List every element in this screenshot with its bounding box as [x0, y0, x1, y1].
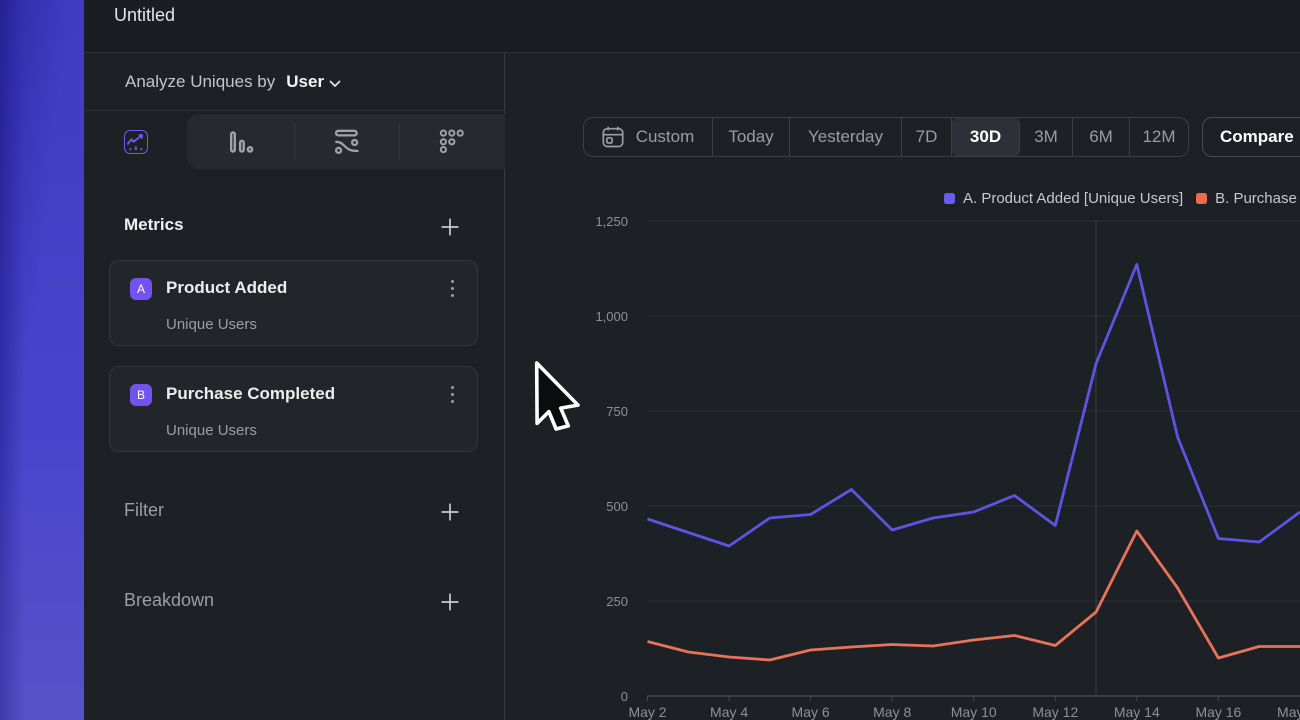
svg-text:May 6: May 6 [792, 704, 830, 720]
svg-text:May 12: May 12 [1032, 704, 1078, 720]
svg-text:May 2: May 2 [628, 704, 666, 720]
svg-text:0: 0 [621, 689, 628, 704]
svg-text:May 14: May 14 [1114, 704, 1160, 720]
svg-text:750: 750 [606, 404, 628, 419]
svg-text:250: 250 [606, 594, 628, 609]
svg-text:1,250: 1,250 [595, 214, 628, 229]
svg-text:May 16: May 16 [1195, 704, 1241, 720]
svg-text:1,000: 1,000 [595, 309, 628, 324]
svg-text:May 18: May 18 [1277, 704, 1300, 720]
svg-text:May 8: May 8 [873, 704, 911, 720]
svg-text:May 10: May 10 [951, 704, 997, 720]
svg-text:500: 500 [606, 499, 628, 514]
svg-text:May 4: May 4 [710, 704, 748, 720]
